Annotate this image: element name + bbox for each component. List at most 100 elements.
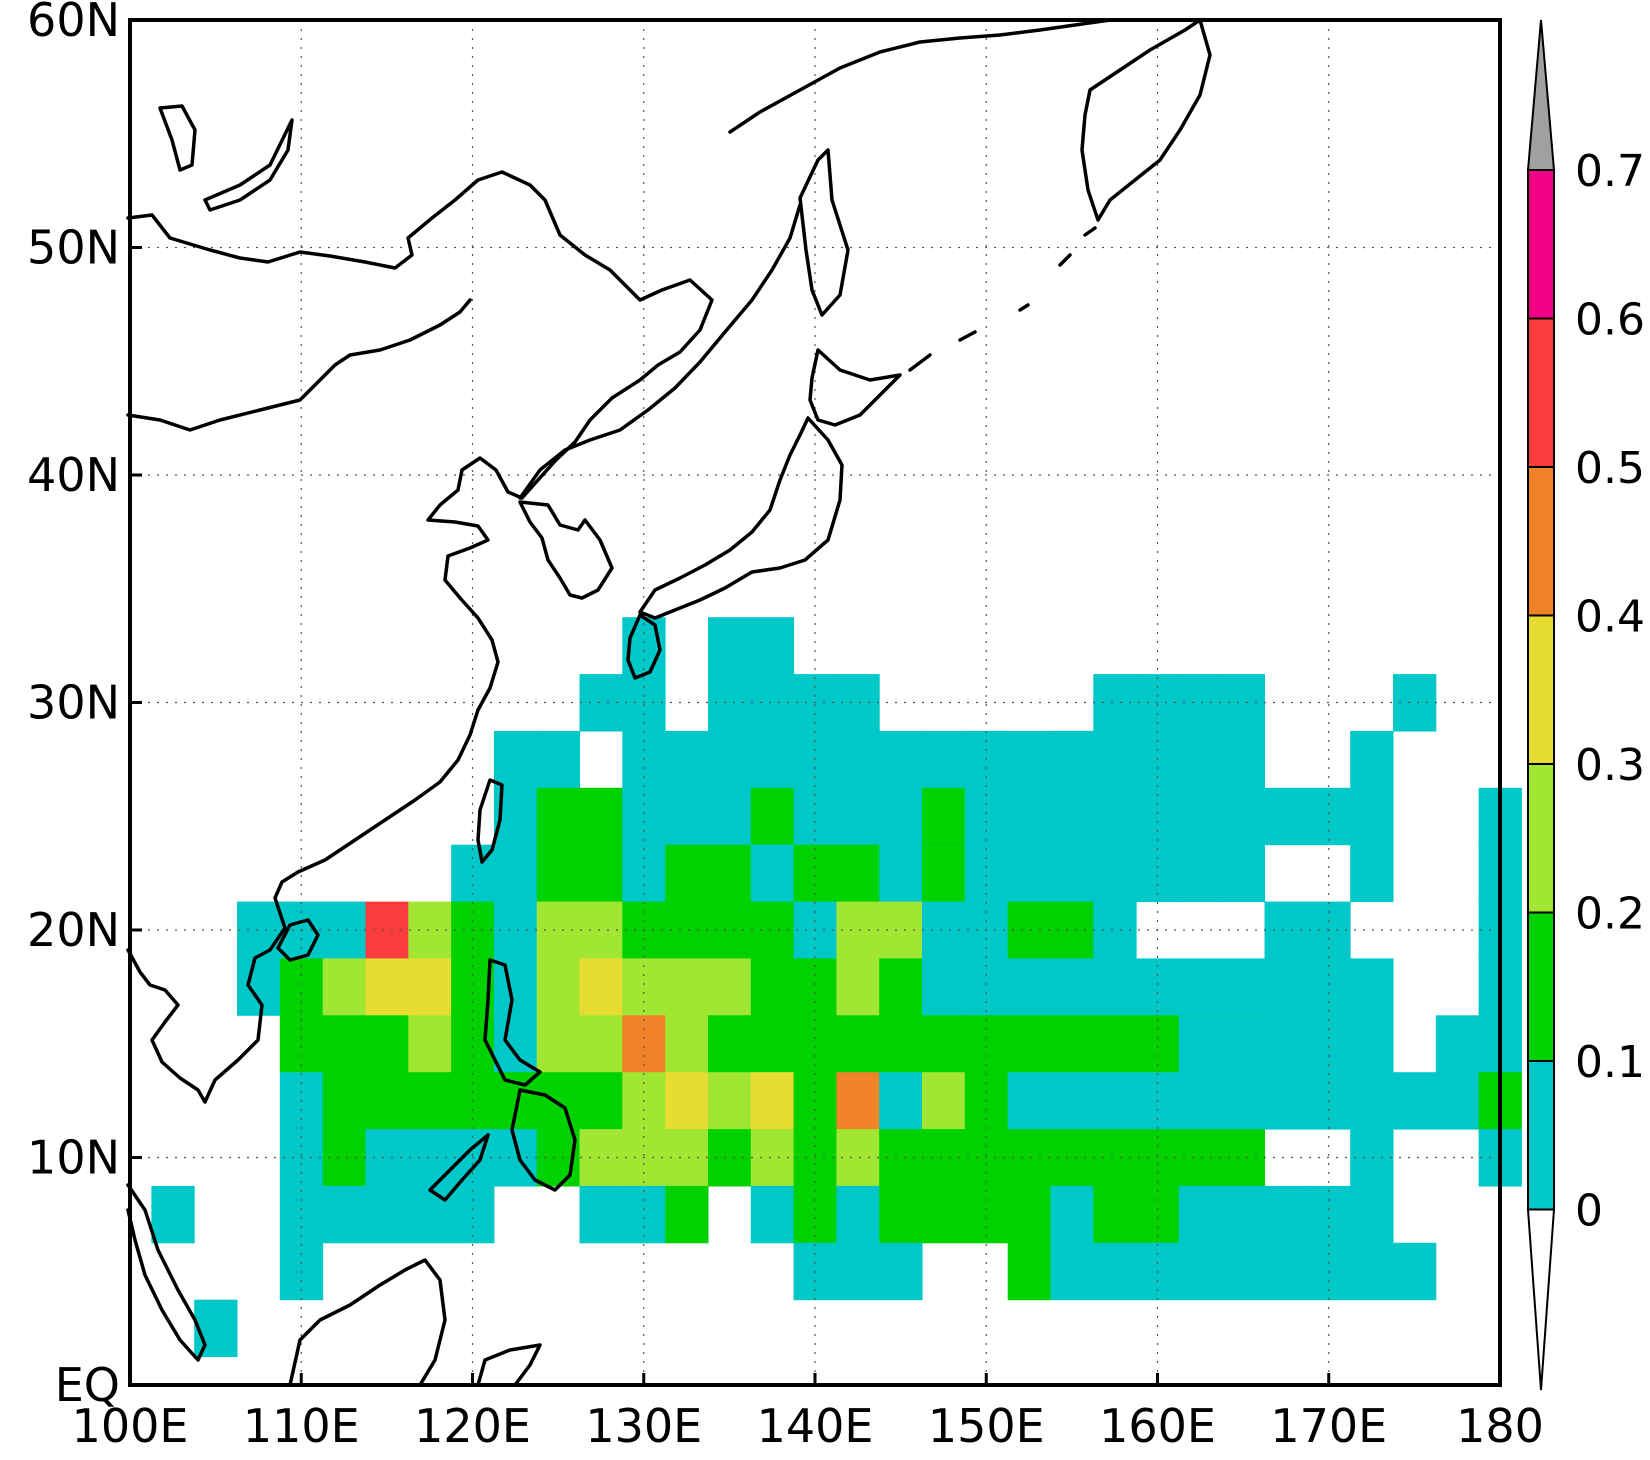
heatmap-cell	[1350, 730, 1394, 789]
heatmap-cell	[493, 730, 538, 789]
heatmap-cell	[579, 674, 623, 732]
x-tick-label: 160E	[1099, 1399, 1216, 1453]
heatmap-cell	[964, 787, 1009, 846]
heatmap-cell	[879, 1015, 923, 1073]
heatmap-cell	[579, 787, 623, 846]
heatmap-cell	[1350, 1129, 1394, 1187]
colorbar-segment	[1527, 466, 1555, 617]
heatmap-cell	[708, 958, 752, 1016]
heatmap-cell	[1136, 787, 1180, 846]
heatmap-cell	[665, 1129, 709, 1187]
heatmap-cell	[536, 1072, 580, 1130]
heatmap-cell	[879, 1072, 923, 1130]
colorbar-segment	[1527, 911, 1555, 1062]
heatmap-cell	[579, 901, 623, 959]
heatmap-cell	[836, 1015, 880, 1073]
x-tick-label: 130E	[585, 1399, 702, 1453]
data-cells	[151, 617, 1522, 1358]
colorbar-label: 0	[1575, 1186, 1603, 1237]
heatmap-cell	[365, 1015, 409, 1073]
heatmap-cell	[708, 844, 752, 903]
heatmap-cell	[1178, 958, 1223, 1016]
heatmap-cell	[1350, 1185, 1394, 1244]
heatmap-cell	[836, 1185, 880, 1244]
heatmap-cell	[1136, 1185, 1180, 1244]
heatmap-cell	[1178, 844, 1223, 903]
colorbar-label: 0.1	[1575, 1037, 1645, 1088]
heatmap-cell	[1136, 844, 1180, 903]
heatmap-cell	[536, 1015, 580, 1073]
heatmap-cell	[1007, 1129, 1051, 1187]
heatmap-cell	[579, 1129, 623, 1187]
colorbar-segment	[1527, 614, 1555, 765]
heatmap-cell	[708, 730, 752, 789]
heatmap-cell	[836, 730, 880, 789]
y-tick-label: 40N	[27, 448, 120, 502]
colorbar-label: 0.6	[1575, 295, 1645, 346]
heatmap-cell	[665, 958, 709, 1016]
heatmap-cell	[279, 958, 324, 1016]
heatmap-cell	[1307, 1185, 1351, 1244]
heatmap-cell	[708, 1072, 752, 1130]
heatmap-cell	[365, 958, 409, 1016]
x-tick-label: 150E	[928, 1399, 1045, 1453]
heatmap-cell	[1264, 787, 1308, 846]
heatmap-cell	[1221, 844, 1265, 903]
x-tick-label: 180	[1456, 1399, 1544, 1453]
heatmap-cell	[879, 1129, 923, 1187]
heatmap-cell	[322, 958, 366, 1016]
heatmap-cell	[879, 901, 923, 959]
heatmap-cell	[964, 958, 1009, 1016]
heatmap-cell	[1178, 1185, 1223, 1244]
heatmap-cell	[750, 844, 795, 903]
heatmap-cell	[279, 1185, 324, 1244]
heatmap-cell	[408, 901, 452, 959]
heatmap-cell	[1050, 1185, 1094, 1244]
colorbar-over-triangle	[1526, 19, 1556, 171]
heatmap-cell	[493, 1015, 538, 1073]
heatmap-cell	[579, 1072, 623, 1130]
heatmap-cell	[1007, 901, 1051, 959]
heatmap-cell	[1178, 1129, 1223, 1187]
heatmap-cell	[1007, 958, 1051, 1016]
heatmap-cell	[922, 958, 966, 1016]
heatmap-cell	[1007, 730, 1051, 789]
heatmap-cell	[1264, 1242, 1308, 1301]
heatmap-cell	[622, 844, 666, 903]
heatmap-cell	[836, 958, 880, 1016]
heatmap-cell	[1307, 958, 1351, 1016]
y-tick-label: 10N	[27, 1131, 120, 1185]
heatmap-cell	[1221, 958, 1265, 1016]
heatmap-cell	[1178, 674, 1223, 732]
heatmap-cell	[1007, 1072, 1051, 1130]
heatmap-cell	[579, 958, 623, 1016]
heatmap-cell	[1050, 1242, 1094, 1301]
heatmap-cell	[493, 844, 538, 903]
heatmap-cell	[750, 958, 795, 1016]
colorbar-label: 0.7	[1575, 146, 1645, 197]
heatmap-cell	[1393, 1072, 1437, 1130]
heatmap-cell	[1350, 1242, 1394, 1301]
heatmap-cell	[493, 958, 538, 1016]
heatmap-cell	[793, 958, 837, 1016]
heatmap-cell	[408, 1072, 452, 1130]
heatmap-cell	[1050, 1015, 1094, 1073]
heatmap-cell	[408, 958, 452, 1016]
colorbar-segment	[1527, 763, 1555, 914]
heatmap-cell	[322, 1015, 366, 1073]
gridlines	[130, 20, 1500, 1385]
heatmap-cell	[622, 787, 666, 846]
heatmap-cell	[1264, 958, 1308, 1016]
heatmap-cell	[365, 1072, 409, 1130]
heatmap-cell	[1136, 958, 1180, 1016]
heatmap-cell	[151, 1185, 195, 1244]
y-tick-label: 20N	[27, 903, 120, 957]
heatmap-cell	[836, 1072, 880, 1130]
heatmap-cell	[1050, 958, 1094, 1016]
heatmap-cell	[1350, 958, 1394, 1016]
heatmap-cell	[1093, 844, 1137, 903]
heatmap-cell	[1264, 1072, 1308, 1130]
x-axis-ticks: 100E 110E 120E 130E 140E 150E 160E 170E 180	[72, 1373, 1544, 1453]
x-tick-label: 140E	[757, 1399, 874, 1453]
heatmap-cell	[879, 1242, 923, 1301]
